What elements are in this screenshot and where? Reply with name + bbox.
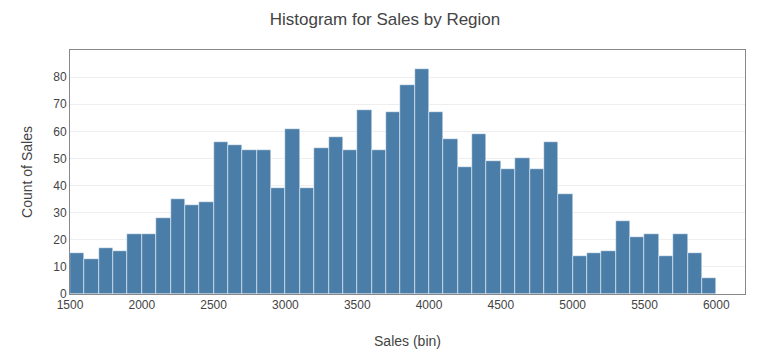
svg-text:2500: 2500 bbox=[200, 298, 227, 312]
svg-text:0: 0 bbox=[60, 287, 67, 301]
svg-text:Histogram for Sales by Region: Histogram for Sales by Region bbox=[270, 10, 501, 29]
svg-text:Count of Sales: Count of Sales bbox=[19, 126, 35, 218]
svg-text:5500: 5500 bbox=[631, 298, 658, 312]
svg-text:70: 70 bbox=[53, 97, 67, 111]
svg-text:50: 50 bbox=[53, 152, 67, 166]
svg-text:60: 60 bbox=[53, 125, 67, 139]
svg-text:10: 10 bbox=[53, 260, 67, 274]
svg-text:3000: 3000 bbox=[272, 298, 299, 312]
svg-text:3500: 3500 bbox=[344, 298, 371, 312]
svg-text:30: 30 bbox=[53, 206, 67, 220]
svg-text:6000: 6000 bbox=[703, 298, 730, 312]
svg-text:4500: 4500 bbox=[487, 298, 514, 312]
svg-text:4000: 4000 bbox=[416, 298, 443, 312]
svg-text:20: 20 bbox=[53, 233, 67, 247]
svg-text:Sales (bin): Sales (bin) bbox=[374, 333, 441, 349]
svg-text:1500: 1500 bbox=[57, 298, 84, 312]
svg-text:5000: 5000 bbox=[559, 298, 586, 312]
svg-text:80: 80 bbox=[53, 70, 67, 84]
svg-text:40: 40 bbox=[53, 179, 67, 193]
svg-text:2000: 2000 bbox=[128, 298, 155, 312]
